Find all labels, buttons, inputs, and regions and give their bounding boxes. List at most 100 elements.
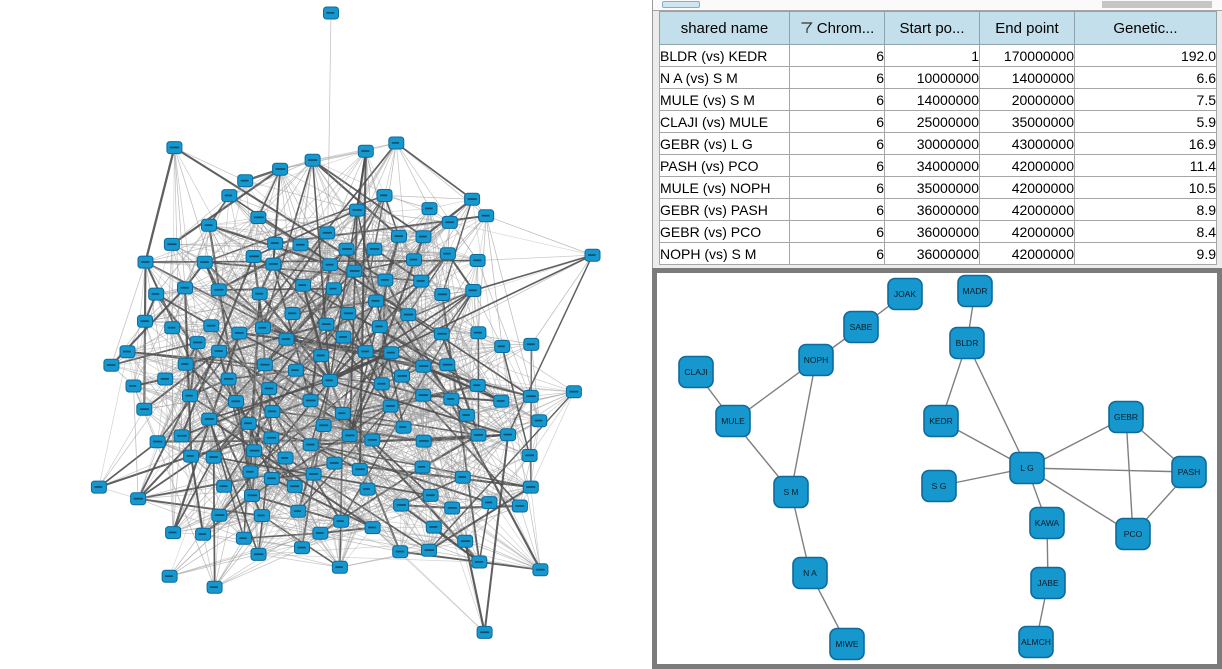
subnetwork-node-s-g[interactable]: S G [921, 469, 957, 503]
cell-value[interactable]: 8.9 [1074, 198, 1217, 221]
cell-value[interactable]: 20000000 [979, 88, 1075, 111]
table-row[interactable]: MULE (vs) NOPH 6 35000000 42000000 10.5 [659, 176, 1217, 199]
subnetwork-node-l-g[interactable]: L G [1009, 451, 1045, 485]
overview-node[interactable] [326, 456, 343, 470]
overview-node[interactable] [287, 363, 304, 377]
cell-value[interactable]: 43000000 [979, 132, 1075, 155]
cell-value[interactable]: 25000000 [884, 110, 980, 133]
table-hscrollbar-thumb[interactable] [662, 1, 700, 8]
overview-node[interactable] [302, 394, 319, 408]
cell-value[interactable]: 6 [789, 198, 885, 221]
cell-value[interactable]: 7.5 [1074, 88, 1217, 111]
table-row[interactable]: BLDR (vs) KEDR 6 1 170000000 192.0 [659, 44, 1217, 67]
cell-value[interactable]: 36000000 [884, 242, 980, 265]
subnetwork-node-sabe[interactable]: SABE [843, 310, 879, 344]
overview-node[interactable] [565, 385, 582, 399]
overview-node[interactable] [182, 389, 198, 403]
subnetwork-node-n-a[interactable]: N A [792, 556, 828, 590]
subnetwork-node-pash[interactable]: PASH [1171, 455, 1207, 489]
overview-node[interactable] [338, 242, 355, 256]
overview-node[interactable] [434, 288, 451, 301]
table-row[interactable]: N A (vs) S M 6 10000000 14000000 6.6 [659, 66, 1217, 89]
cell-value[interactable]: 6 [789, 44, 885, 67]
column-header-3[interactable]: End point [979, 11, 1075, 45]
subnetwork-node-bldr[interactable]: BLDR [949, 326, 985, 360]
overview-node[interactable] [255, 321, 271, 335]
overview-node[interactable] [272, 162, 289, 176]
overview-node[interactable] [149, 435, 166, 449]
subnetwork-node-s-m[interactable]: S M [773, 475, 809, 509]
overview-node[interactable] [391, 229, 407, 243]
overview-node[interactable] [376, 189, 393, 202]
overview-node[interactable] [125, 379, 142, 393]
subnetwork-node-noph[interactable]: NOPH [798, 343, 834, 377]
overview-node[interactable] [500, 428, 517, 442]
overview-node[interactable] [415, 230, 432, 244]
cell-shared-name[interactable]: GEBR (vs) PCO [659, 220, 790, 243]
overview-node[interactable] [206, 580, 223, 594]
subnetwork-node-miwe[interactable]: MIWE [829, 627, 865, 661]
overview-node[interactable] [119, 345, 136, 359]
overview-node[interactable] [295, 278, 312, 292]
cell-value[interactable]: 6 [789, 220, 885, 243]
table-row[interactable]: MULE (vs) S M 6 14000000 20000000 7.5 [659, 88, 1217, 111]
overview-node[interactable] [137, 255, 154, 269]
cell-shared-name[interactable]: GEBR (vs) PASH [659, 198, 790, 221]
cell-value[interactable]: 14000000 [884, 88, 980, 111]
overview-node[interactable] [383, 346, 400, 360]
overview-node[interactable] [388, 136, 405, 150]
cell-value[interactable]: 6.6 [1074, 66, 1217, 89]
overview-node[interactable] [511, 499, 528, 513]
overview-node[interactable] [476, 625, 493, 639]
subnetwork-node-madr[interactable]: MADR [957, 274, 993, 308]
overview-node[interactable] [177, 281, 193, 295]
cell-value[interactable]: 10.5 [1074, 176, 1217, 199]
overview-node[interactable] [415, 359, 432, 373]
cell-value[interactable]: 1 [884, 44, 980, 67]
overview-node[interactable] [349, 203, 366, 217]
overview-node[interactable] [165, 526, 182, 540]
overview-node[interactable] [357, 144, 374, 158]
overview-node[interactable] [421, 543, 437, 557]
cell-value[interactable]: 30000000 [884, 132, 980, 155]
table-hscrollbar[interactable] [653, 0, 1222, 11]
overview-node[interactable] [161, 569, 178, 583]
overview-node[interactable] [433, 327, 450, 341]
overview-node[interactable] [406, 253, 422, 267]
overview-node[interactable] [439, 247, 456, 261]
cell-value[interactable]: 6 [789, 242, 885, 265]
overview-node[interactable] [523, 337, 540, 351]
table-row[interactable]: NOPH (vs) S M 6 36000000 42000000 9.9 [659, 242, 1217, 265]
cell-value[interactable]: 10000000 [884, 66, 980, 89]
cell-value[interactable]: 35000000 [979, 110, 1075, 133]
cell-value[interactable]: 35000000 [884, 176, 980, 199]
overview-node[interactable] [231, 326, 248, 340]
table-row[interactable]: GEBR (vs) L G 6 30000000 43000000 16.9 [659, 132, 1217, 155]
overview-node[interactable] [318, 317, 335, 331]
overview-node[interactable] [481, 496, 498, 510]
overview-node[interactable] [494, 340, 511, 353]
cell-value[interactable]: 8.4 [1074, 220, 1217, 243]
overview-node[interactable] [322, 258, 339, 272]
overview-node[interactable] [211, 508, 228, 522]
column-header-2[interactable]: Start po... [884, 11, 980, 45]
overview-node[interactable] [333, 514, 350, 528]
overview-node[interactable] [263, 431, 280, 445]
overview-node[interactable] [267, 236, 284, 250]
overview-node[interactable] [478, 209, 495, 223]
overview-node[interactable] [294, 541, 310, 555]
overview-node[interactable] [465, 284, 482, 297]
overview-node[interactable] [454, 470, 471, 484]
cell-value[interactable]: 42000000 [979, 154, 1075, 177]
overview-node[interactable] [439, 358, 456, 372]
overview-node[interactable] [205, 450, 222, 464]
subnetwork-node-joak[interactable]: JOAK [887, 277, 923, 311]
overview-node[interactable] [444, 501, 461, 515]
overview-node[interactable] [532, 563, 549, 577]
cell-value[interactable]: 6 [789, 132, 885, 155]
table-row[interactable]: PASH (vs) PCO 6 34000000 42000000 11.4 [659, 154, 1217, 177]
overview-node[interactable] [415, 434, 432, 448]
overview-node[interactable] [183, 449, 200, 463]
overview-node[interactable] [242, 465, 259, 479]
cell-shared-name[interactable]: MULE (vs) S M [659, 88, 790, 111]
